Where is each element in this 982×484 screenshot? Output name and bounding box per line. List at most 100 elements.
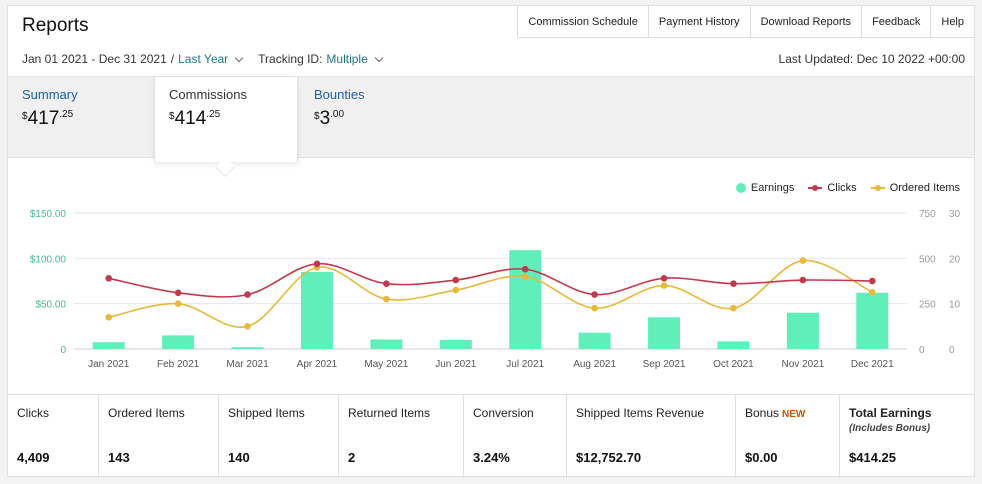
clicks-point (591, 291, 598, 298)
earnings-bar (786, 312, 819, 349)
y-mid-tick-label: 500 (919, 254, 936, 265)
x-tick-label: Sep 2021 (643, 359, 686, 370)
clicks-swatch (808, 185, 823, 191)
stat-clicks: Clicks 4,409 (8, 395, 99, 478)
stat-value: 3.24% (473, 450, 510, 465)
earnings-bar (578, 332, 611, 349)
stat-label: Ordered Items (108, 406, 185, 420)
ordered-items-point (452, 286, 460, 294)
stat-label: Shipped Items (228, 406, 305, 420)
ordered-items-point (868, 289, 876, 296)
payment-history-button[interactable]: Payment History (649, 6, 751, 38)
amount-fraction: .00 (330, 109, 345, 120)
tab-bounties[interactable]: Bounties $ 3 .00 (300, 77, 440, 158)
x-tick-label: Nov 2021 (781, 359, 824, 370)
y-right-tick-label: 20 (949, 254, 961, 265)
feedback-button[interactable]: Feedback (862, 6, 932, 38)
y-left-tick-label: $50.00 (35, 300, 66, 311)
earnings-bar (717, 341, 750, 349)
ordered-items-point (105, 313, 113, 321)
commission-schedule-button[interactable]: Commission Schedule (518, 6, 649, 38)
reports-card: Reports Commission Schedule Payment Hist… (7, 5, 975, 478)
x-tick-label: Jun 2021 (435, 359, 477, 370)
tab-label: Commissions (169, 87, 248, 102)
page-title: Reports (22, 15, 89, 36)
date-separator: / (170, 52, 175, 66)
earnings-bar (162, 335, 195, 349)
x-tick-label: May 2021 (364, 359, 408, 370)
stat-conversion: Conversion 3.24% (464, 395, 567, 478)
clicks-point (799, 276, 807, 284)
stat-value: 4,409 (17, 450, 50, 465)
tab-commissions[interactable]: Commissions $ 414 .25 (154, 77, 298, 162)
earnings-swatch (735, 183, 746, 193)
stat-label: Conversion (473, 406, 534, 420)
y-mid-tick-label: 0 (919, 345, 925, 356)
stat-value: 143 (108, 450, 130, 465)
clicks-line (108, 262, 873, 298)
bonus-label: Bonus (745, 406, 780, 420)
tab-summary[interactable]: Summary $ 417 .25 (8, 77, 154, 158)
tab-label: Summary (22, 87, 78, 102)
stat-label: Bonus NEW (745, 406, 830, 420)
y-mid-tick-label: 250 (919, 300, 936, 311)
stat-sublabel: (Includes Bonus) (849, 423, 931, 434)
period-dropdown[interactable]: Last Year (178, 52, 229, 66)
chart-legend: Earnings Clicks Ordered Items (722, 182, 960, 194)
stat-label: Returned Items (348, 406, 431, 420)
ordered-items-point (244, 323, 251, 330)
y-left-tick-label: 0 (60, 345, 66, 356)
ordered-items-point (174, 300, 182, 307)
currency-symbol: $ (22, 111, 28, 122)
clicks-point (730, 280, 737, 288)
earnings-bar (648, 317, 681, 349)
clicks-point (383, 280, 390, 288)
clicks-point (660, 274, 668, 282)
clicks-point (105, 274, 113, 282)
stat-label: Total Earnings (849, 406, 932, 420)
earnings-chart: $150.00 750 30 $100.00 500 20 $50.00 250 10 0 0 0 Ja… (30, 209, 961, 370)
legend-label: Clicks (827, 182, 857, 194)
stat-value: $0.00 (745, 450, 778, 465)
stat-total-earnings: Total Earnings (Includes Bonus) $414.25 (840, 395, 974, 478)
x-tick-label: Feb 2021 (157, 359, 200, 370)
date-range-text: Jan 01 2021 - Dec 31 2021 (22, 52, 167, 66)
earnings-bar (300, 271, 333, 349)
clicks-point (868, 277, 876, 285)
y-right-tick-label: 0 (949, 345, 955, 356)
earnings-bar (370, 339, 403, 349)
currency-symbol: $ (169, 111, 175, 122)
earnings-bar (509, 250, 542, 349)
tab-amount: $ 414 .25 (169, 108, 283, 130)
help-button[interactable]: Help (941, 16, 964, 28)
chevron-down-icon[interactable] (234, 53, 244, 62)
currency-symbol: $ (314, 111, 320, 122)
x-tick-label: Dec 2021 (851, 359, 894, 370)
tab-amount: $ 417 .25 (22, 108, 140, 130)
clicks-point (313, 260, 321, 268)
legend-ordered-items[interactable]: Ordered Items (870, 182, 960, 194)
stat-bonus: Bonus NEW $0.00 (736, 395, 840, 478)
report-filters: Jan 01 2021 - Dec 31 2021 / Last Year Tr… (22, 52, 392, 66)
amount-whole: 414 (174, 108, 207, 129)
earnings-bar (856, 292, 889, 349)
legend-label: Earnings (750, 182, 795, 194)
stats-bar: Clicks 4,409 Ordered Items 143 Shipped I… (8, 394, 974, 478)
earnings-bar (92, 342, 125, 349)
x-tick-label: Mar 2021 (226, 359, 269, 370)
legend-clicks[interactable]: Clicks (808, 182, 857, 194)
ordered-items-point (383, 295, 390, 303)
chevron-down-icon[interactable] (374, 53, 384, 62)
stat-shipped-items: Shipped Items 140 (219, 395, 339, 478)
report-tabs: Summary $ 417 .25 Commissions $ 414 .25 … (8, 76, 974, 162)
download-reports-button[interactable]: Download Reports (751, 6, 863, 38)
stat-value: 2 (348, 450, 356, 465)
stat-ordered-items: Ordered Items 143 (99, 395, 219, 478)
stat-label: Clicks (17, 406, 49, 420)
new-badge: NEW (782, 409, 806, 420)
amount-fraction: .25 (59, 109, 74, 120)
legend-earnings[interactable]: Earnings (735, 182, 795, 194)
amount-whole: 417 (27, 108, 60, 129)
tracking-id-dropdown[interactable]: Multiple (326, 52, 368, 66)
stat-value: $12,752.70 (576, 450, 642, 465)
